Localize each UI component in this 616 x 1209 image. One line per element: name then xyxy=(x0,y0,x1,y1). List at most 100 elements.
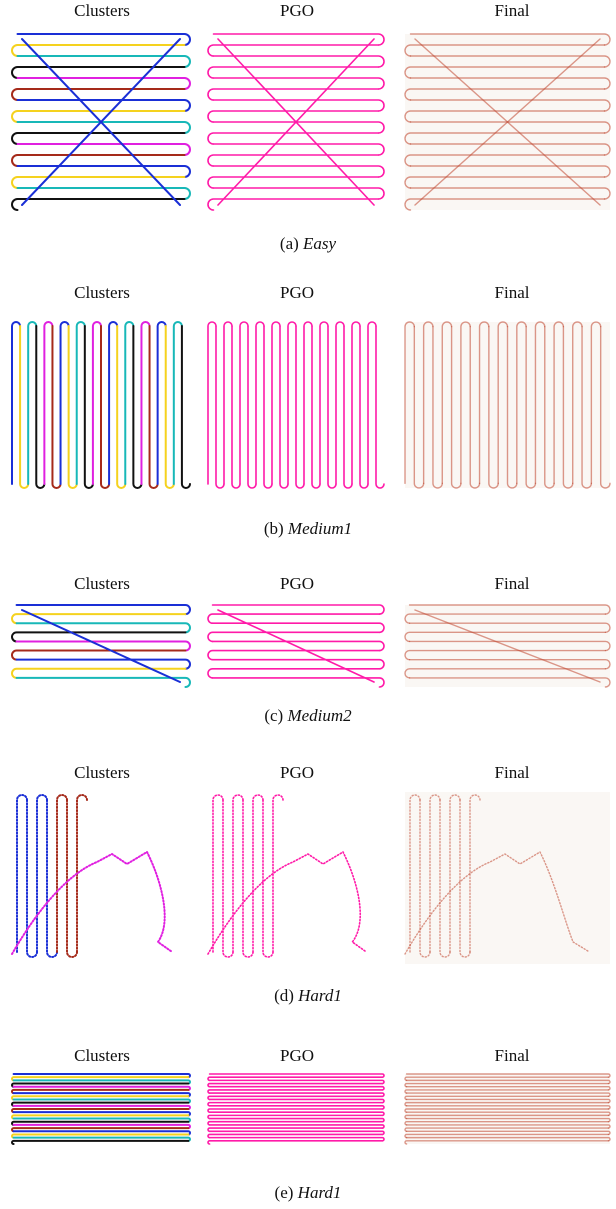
trajectory xyxy=(449,794,461,953)
trajectory xyxy=(26,799,38,958)
trajectory xyxy=(375,325,385,489)
trajectory xyxy=(287,321,297,485)
trajectory xyxy=(359,325,369,489)
column-header: Clusters xyxy=(74,1046,130,1065)
caption-label: (c) xyxy=(264,706,283,725)
trajectory xyxy=(408,604,611,615)
trajectory xyxy=(562,325,574,489)
trajectory xyxy=(404,198,606,211)
trajectory xyxy=(478,321,490,485)
trajectory xyxy=(212,143,385,156)
trajectory xyxy=(255,321,265,485)
trajectory-panel xyxy=(404,33,611,211)
trajectory xyxy=(506,325,518,489)
caption: (b) Medium1 xyxy=(264,519,352,538)
trajectory xyxy=(211,677,385,688)
trajectory xyxy=(212,55,385,68)
trajectory xyxy=(16,187,191,200)
column-header: Final xyxy=(495,283,530,302)
trajectory xyxy=(432,325,443,489)
trajectory xyxy=(211,622,385,634)
trajectory xyxy=(11,198,186,211)
trajectory xyxy=(404,88,606,101)
caption-name: Medium1 xyxy=(287,519,352,538)
trajectory xyxy=(11,613,187,625)
trajectory xyxy=(11,1139,190,1145)
trajectory xyxy=(222,799,234,958)
caption-name: Easy xyxy=(302,234,337,253)
trajectory xyxy=(262,799,274,958)
trajectory xyxy=(11,851,174,955)
trajectory xyxy=(11,110,186,123)
trajectory xyxy=(404,66,606,79)
trajectory xyxy=(404,110,606,123)
trajectory xyxy=(516,321,527,485)
trajectory xyxy=(211,604,385,615)
trajectory xyxy=(207,667,381,679)
subfigure: Clusters PGO Final (c) Medium2 xyxy=(11,574,611,725)
trajectory xyxy=(404,1140,610,1145)
trajectory xyxy=(422,321,434,485)
caption: (d) Hard1 xyxy=(274,986,342,1005)
trajectory xyxy=(441,321,453,485)
trajectory xyxy=(207,1140,384,1145)
trajectory xyxy=(91,321,102,485)
trajectory xyxy=(247,325,257,489)
trajectory xyxy=(15,658,191,670)
caption-label: (d) xyxy=(274,986,294,1005)
trajectory xyxy=(408,677,611,688)
trajectory xyxy=(450,325,462,489)
trajectory xyxy=(239,321,249,485)
trajectory xyxy=(207,613,381,625)
caption-label: (a) xyxy=(280,234,299,253)
trajectory xyxy=(27,321,38,485)
subfigure: Clusters PGO Final (b) Medium1 xyxy=(11,283,611,538)
trajectory xyxy=(36,794,48,953)
trajectory xyxy=(408,640,611,652)
trajectory xyxy=(212,77,385,90)
trajectory-panel xyxy=(11,604,191,688)
trajectory xyxy=(232,794,244,953)
trajectory xyxy=(414,609,601,683)
trajectory xyxy=(404,649,607,661)
trajectory xyxy=(15,676,191,688)
column-header: Clusters xyxy=(74,763,130,782)
trajectory xyxy=(156,321,167,485)
trajectory xyxy=(56,794,68,953)
trajectory xyxy=(16,165,191,178)
trajectory xyxy=(414,38,601,206)
caption: (a) Easy xyxy=(280,234,337,253)
trajectory xyxy=(207,851,368,955)
trajectory-panel xyxy=(207,794,368,958)
trajectory xyxy=(108,321,119,485)
trajectory xyxy=(212,165,385,178)
trajectory xyxy=(15,640,191,652)
trajectory xyxy=(212,187,385,200)
trajectory xyxy=(429,794,441,953)
trajectory xyxy=(544,325,555,489)
trajectory xyxy=(215,325,225,489)
trajectory-panel xyxy=(207,1073,385,1145)
trajectory xyxy=(409,794,421,953)
trajectory xyxy=(212,121,385,134)
column-header: Clusters xyxy=(74,1,130,20)
column-header: Clusters xyxy=(74,283,130,302)
trajectory xyxy=(295,325,305,489)
trajectory-panel xyxy=(207,33,385,211)
trajectory xyxy=(409,121,611,134)
trajectory-panel xyxy=(404,792,610,964)
trajectory xyxy=(11,132,186,145)
trajectory xyxy=(217,609,375,683)
trajectory xyxy=(343,325,353,489)
trajectory xyxy=(211,658,385,670)
trajectory xyxy=(311,325,321,489)
trajectory xyxy=(409,33,611,46)
trajectory xyxy=(469,325,481,489)
trajectory xyxy=(21,609,181,683)
trajectory xyxy=(419,799,431,958)
trajectory xyxy=(459,799,471,958)
trajectory xyxy=(252,794,264,953)
trajectory xyxy=(409,187,611,200)
trajectory xyxy=(180,325,191,489)
trajectory xyxy=(83,325,94,489)
